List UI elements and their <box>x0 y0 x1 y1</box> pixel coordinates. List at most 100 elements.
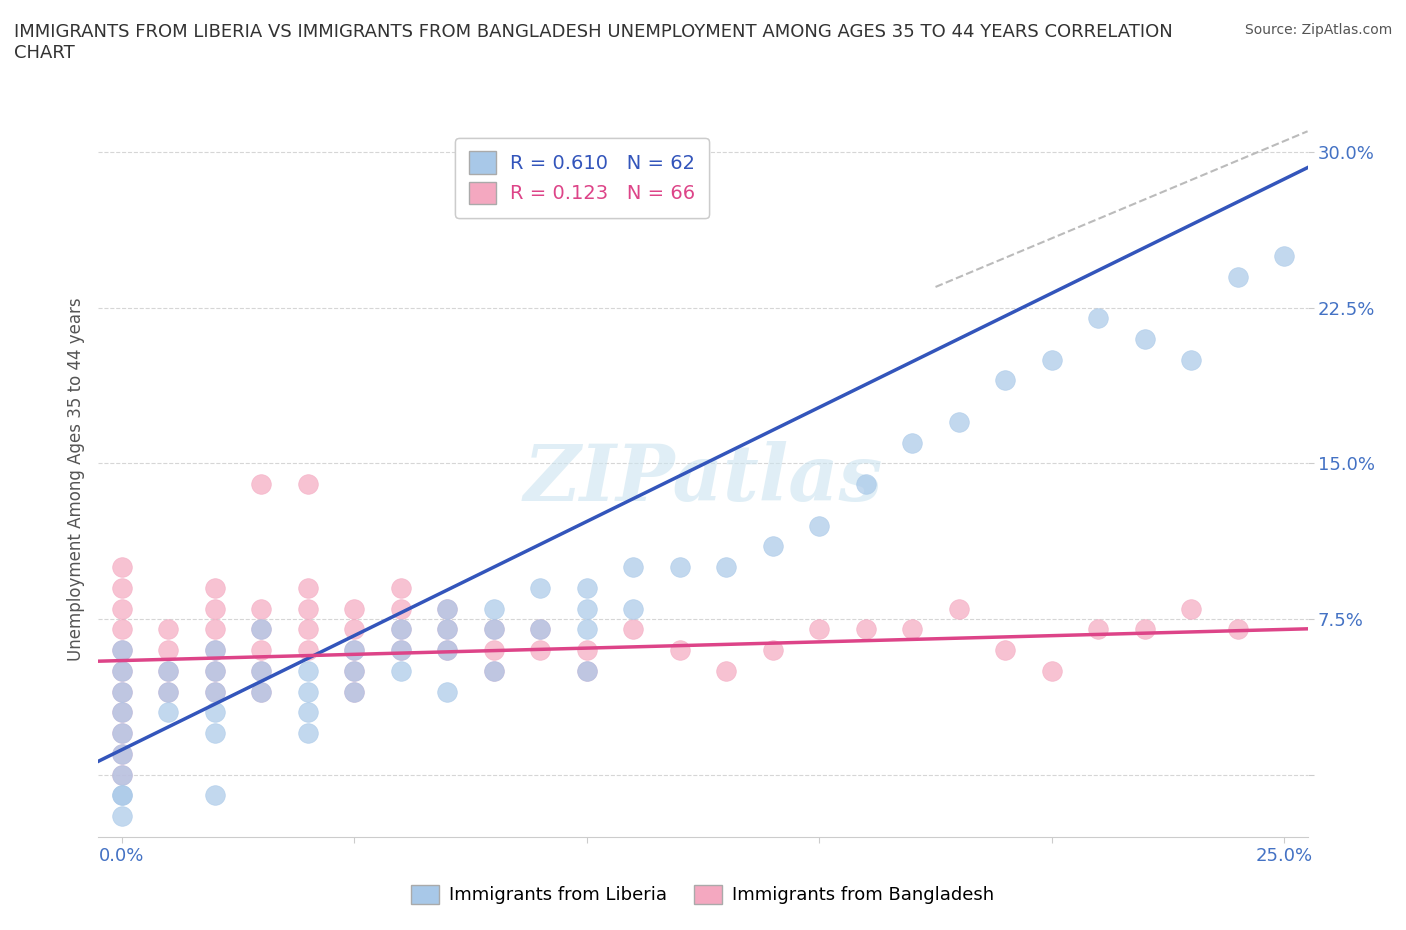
Point <box>204 663 226 678</box>
Point <box>1180 352 1202 367</box>
Point <box>482 643 505 658</box>
Point <box>1180 601 1202 616</box>
Point <box>343 643 366 658</box>
Point <box>111 788 134 803</box>
Point <box>621 601 644 616</box>
Point <box>948 415 970 430</box>
Point <box>111 663 134 678</box>
Point <box>575 643 598 658</box>
Point <box>111 809 134 824</box>
Point <box>575 663 598 678</box>
Point <box>111 643 134 658</box>
Point <box>204 684 226 699</box>
Point <box>157 684 180 699</box>
Point <box>111 788 134 803</box>
Point <box>111 643 134 658</box>
Point <box>111 601 134 616</box>
Point <box>808 622 831 637</box>
Point <box>204 580 226 595</box>
Point <box>436 601 458 616</box>
Point <box>250 663 273 678</box>
Point <box>901 622 924 637</box>
Point <box>1226 622 1249 637</box>
Point <box>157 622 180 637</box>
Point <box>529 622 551 637</box>
Text: IMMIGRANTS FROM LIBERIA VS IMMIGRANTS FROM BANGLADESH UNEMPLOYMENT AMONG AGES 35: IMMIGRANTS FROM LIBERIA VS IMMIGRANTS FR… <box>14 23 1173 62</box>
Point <box>1367 166 1389 180</box>
Point <box>482 601 505 616</box>
Point <box>250 684 273 699</box>
Point <box>111 767 134 782</box>
Point <box>297 684 319 699</box>
Point <box>250 601 273 616</box>
Point <box>901 435 924 450</box>
Point <box>343 663 366 678</box>
Point <box>111 560 134 575</box>
Point <box>250 622 273 637</box>
Point <box>1133 622 1156 637</box>
Point <box>436 601 458 616</box>
Point <box>111 705 134 720</box>
Point <box>1272 248 1295 263</box>
Point <box>389 601 412 616</box>
Text: ZIPatlas: ZIPatlas <box>523 441 883 517</box>
Point <box>1133 331 1156 346</box>
Point <box>389 643 412 658</box>
Point <box>436 643 458 658</box>
Point <box>297 601 319 616</box>
Point <box>575 601 598 616</box>
Point <box>204 788 226 803</box>
Point <box>157 663 180 678</box>
Point <box>111 622 134 637</box>
Point <box>204 684 226 699</box>
Point <box>436 622 458 637</box>
Point <box>343 663 366 678</box>
Point <box>297 477 319 492</box>
Point <box>668 643 690 658</box>
Point <box>111 767 134 782</box>
Point <box>621 560 644 575</box>
Point <box>389 622 412 637</box>
Y-axis label: Unemployment Among Ages 35 to 44 years: Unemployment Among Ages 35 to 44 years <box>66 298 84 660</box>
Point <box>436 622 458 637</box>
Point <box>111 747 134 762</box>
Point <box>343 622 366 637</box>
Point <box>111 663 134 678</box>
Point <box>482 622 505 637</box>
Point <box>297 663 319 678</box>
Point <box>1040 352 1063 367</box>
Point <box>808 518 831 533</box>
Point <box>621 622 644 637</box>
Point <box>111 725 134 740</box>
Point <box>343 643 366 658</box>
Point <box>389 643 412 658</box>
Point <box>529 580 551 595</box>
Point <box>762 643 785 658</box>
Point <box>436 684 458 699</box>
Point <box>762 539 785 554</box>
Point <box>250 663 273 678</box>
Point <box>482 663 505 678</box>
Point <box>343 684 366 699</box>
Point <box>157 705 180 720</box>
Point <box>389 663 412 678</box>
Point <box>389 580 412 595</box>
Point <box>157 663 180 678</box>
Point <box>297 705 319 720</box>
Point <box>250 684 273 699</box>
Point <box>204 643 226 658</box>
Point <box>1087 311 1109 325</box>
Point <box>343 601 366 616</box>
Point <box>389 622 412 637</box>
Point <box>529 643 551 658</box>
Point <box>157 643 180 658</box>
Point <box>994 643 1017 658</box>
Point <box>529 622 551 637</box>
Point <box>111 747 134 762</box>
Point <box>668 560 690 575</box>
Legend: Immigrants from Liberia, Immigrants from Bangladesh: Immigrants from Liberia, Immigrants from… <box>405 878 1001 911</box>
Point <box>297 643 319 658</box>
Point <box>1087 622 1109 637</box>
Point <box>948 601 970 616</box>
Point <box>482 622 505 637</box>
